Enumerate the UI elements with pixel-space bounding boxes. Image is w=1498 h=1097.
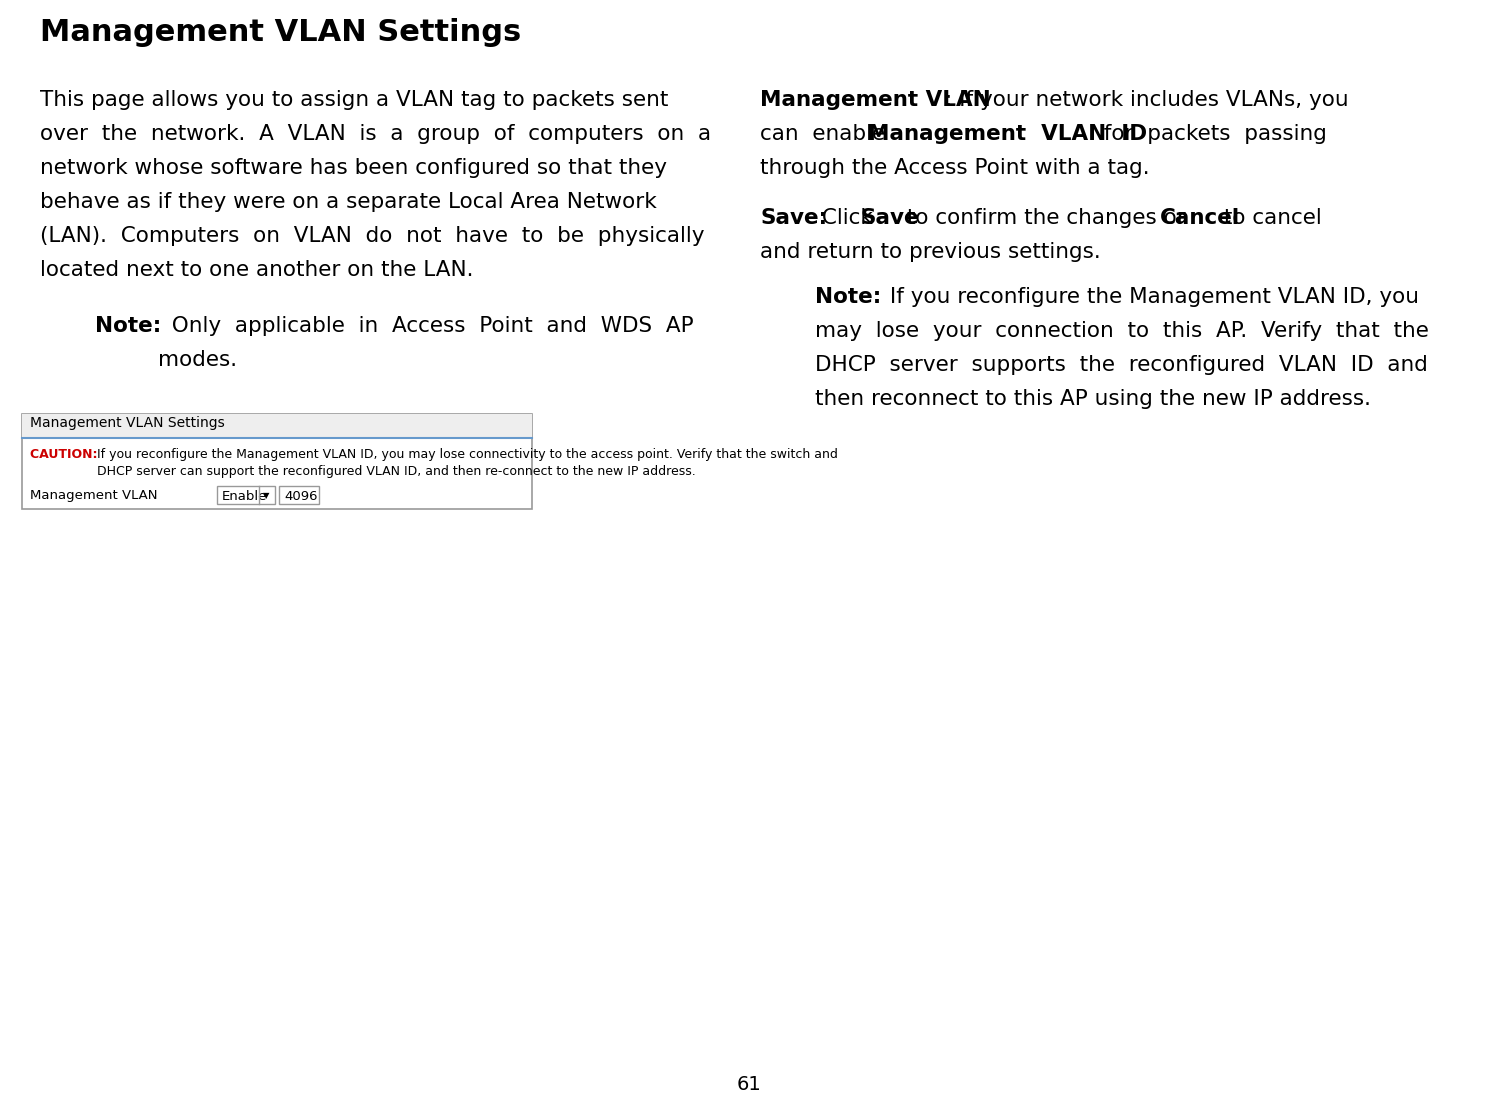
Bar (217, 486, 276, 504)
Text: may  lose  your  connection  to  this  AP.  Verify  that  the: may lose your connection to this AP. Ver… (815, 321, 1429, 341)
Text: CAUTION:: CAUTION: (30, 448, 106, 461)
Text: ▼: ▼ (264, 491, 270, 500)
Text: If you reconfigure the Management VLAN ID, you may lose connectivity to the acce: If you reconfigure the Management VLAN I… (97, 448, 837, 478)
Text: Only  applicable  in  Access  Point  and  WDS  AP: Only applicable in Access Point and WDS … (157, 316, 694, 336)
Text: network whose software has been configured so that they: network whose software has been configur… (40, 158, 667, 178)
Text: can  enable: can enable (759, 124, 899, 144)
Text: Management  VLAN  ID: Management VLAN ID (867, 124, 1147, 144)
Text: Management VLAN Settings: Management VLAN Settings (30, 416, 225, 430)
Text: 61: 61 (737, 1075, 761, 1094)
Text: This page allows you to assign a VLAN tag to packets sent: This page allows you to assign a VLAN ta… (40, 90, 668, 110)
Text: : If your network includes VLANs, you: : If your network includes VLANs, you (945, 90, 1348, 110)
Text: modes.: modes. (157, 350, 237, 370)
Text: then reconnect to this AP using the new IP address.: then reconnect to this AP using the new … (815, 389, 1371, 409)
Text: Management VLAN Settings: Management VLAN Settings (40, 18, 521, 47)
Text: to confirm the changes or: to confirm the changes or (900, 208, 1192, 228)
Text: Enable: Enable (222, 489, 267, 502)
Text: Click: Click (815, 208, 879, 228)
Text: Save: Save (860, 208, 918, 228)
Text: located next to one another on the LAN.: located next to one another on the LAN. (40, 260, 473, 280)
Text: Management VLAN: Management VLAN (759, 90, 990, 110)
Text: Note:: Note: (815, 287, 881, 307)
Text: for  packets  passing: for packets passing (1091, 124, 1327, 144)
Text: Note:: Note: (94, 316, 162, 336)
Text: Management VLAN: Management VLAN (30, 489, 157, 502)
Text: DHCP  server  supports  the  reconfigured  VLAN  ID  and: DHCP server supports the reconfigured VL… (815, 355, 1428, 375)
Text: behave as if they were on a separate Local Area Network: behave as if they were on a separate Loc… (40, 192, 656, 212)
Text: Save:: Save: (759, 208, 827, 228)
Text: over  the  network.  A  VLAN  is  a  group  of  computers  on  a: over the network. A VLAN is a group of c… (40, 124, 712, 144)
Text: (LAN).  Computers  on  VLAN  do  not  have  to  be  physically: (LAN). Computers on VLAN do not have to … (40, 226, 704, 246)
Text: and return to previous settings.: and return to previous settings. (759, 242, 1101, 262)
Text: Cancel: Cancel (1159, 208, 1240, 228)
Bar (22, 414, 532, 509)
Bar (279, 486, 319, 504)
Bar (22, 414, 532, 438)
Text: 4096: 4096 (285, 489, 318, 502)
Text: through the Access Point with a tag.: through the Access Point with a tag. (759, 158, 1149, 178)
Text: If you reconfigure the Management VLAN ID, you: If you reconfigure the Management VLAN I… (882, 287, 1419, 307)
Text: to cancel: to cancel (1216, 208, 1321, 228)
